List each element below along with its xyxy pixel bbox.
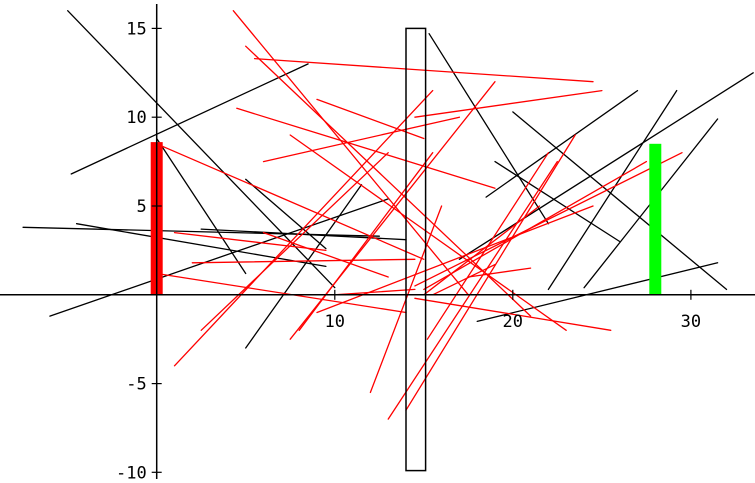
black-segment-10 [428,33,550,225]
red-segment-27 [414,297,612,331]
red-segment-5 [289,134,567,331]
red-segment-4 [253,57,594,83]
black-segment-7 [156,137,247,275]
red-segments-layer [156,10,683,420]
red-segment-9 [414,89,603,118]
black-segment-16 [458,72,754,260]
y-tick-label: 10 [126,108,146,128]
ticks-layer: 10 20 30 15 10 5 -5 -10 [116,19,701,483]
red-segment-28 [432,263,496,296]
red-segment-7 [262,116,461,163]
red-segment-19 [423,205,541,296]
y-tick-label: 5 [136,197,146,217]
black-segment-8 [245,178,327,250]
black-segments-layer [22,10,754,349]
red-segment-1 [232,10,469,296]
y-tick-label: 15 [126,19,146,39]
center-slab [405,27,427,472]
red-segment-17 [289,81,496,340]
x-tick-label: 20 [503,312,523,332]
red-segment-29 [467,267,532,278]
red-segment-25 [414,152,683,287]
x-tick-label: 10 [325,312,345,332]
red-segment-6 [156,143,425,260]
red-segment-26 [423,160,648,291]
black-segment-17 [485,89,639,198]
black-segment-13 [476,262,719,323]
black-segment-4 [49,198,389,317]
black-segment-14 [547,89,678,291]
red-segment-20 [334,288,416,296]
red-segment-24 [426,152,550,340]
red-segment-14 [191,258,416,264]
black-segment-6 [200,228,407,241]
red-segment-3 [236,107,496,189]
red-segment-12 [262,231,389,278]
red-segment-21 [156,272,407,314]
right-green-bar [649,143,662,295]
red-segment-10 [173,89,434,367]
black-segment-11 [512,111,728,291]
black-segment-12 [494,160,621,243]
y-tick-label: -5 [126,375,146,395]
black-segment-9 [245,184,363,349]
x-tick-label: 30 [681,312,701,332]
red-segment-23 [405,134,576,411]
black-segment-5 [75,223,327,268]
red-segment-13 [173,231,327,252]
red-segment-22 [387,160,558,420]
y-tick-label: -10 [116,463,147,483]
red-segment-8 [316,98,425,140]
axes-layer [0,4,755,479]
red-segment-11 [200,152,389,331]
black-segment-2 [70,63,309,175]
